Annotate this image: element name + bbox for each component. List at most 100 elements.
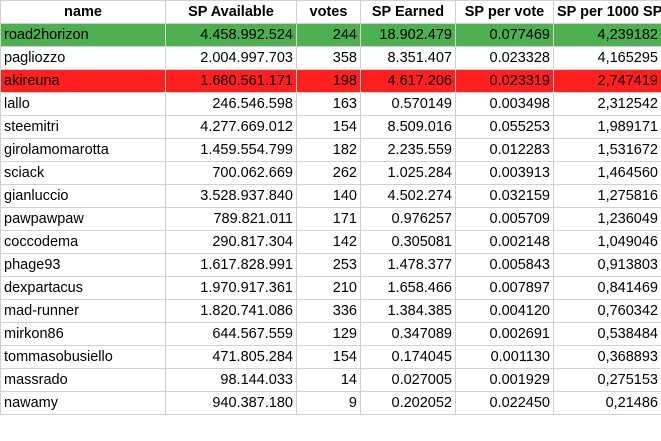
cell-sp-per-vote[interactable]: 0.004120 [455,299,554,323]
header-votes[interactable]: votes [296,0,361,24]
cell-votes[interactable]: 336 [296,299,361,323]
cell-sp-earned[interactable]: 0.174045 [360,345,456,369]
cell-sp-available[interactable]: 4.458.992.524 [165,23,297,47]
cell-sp-per-1000[interactable]: 1,049046 [553,230,661,254]
cell-name[interactable]: nawamy [0,391,166,415]
cell-votes[interactable]: 154 [296,345,361,369]
cell-sp-available[interactable]: 1.970.917.361 [165,276,297,300]
cell-name[interactable]: sciack [0,161,166,185]
cell-sp-per-1000[interactable]: 0,21486 [553,391,661,415]
cell-sp-per-1000[interactable]: 1,989171 [553,115,661,139]
cell-sp-per-vote[interactable]: 0.055253 [455,115,554,139]
cell-sp-earned[interactable]: 4.502.274 [360,184,456,208]
cell-sp-earned[interactable]: 1.478.377 [360,253,456,277]
cell-sp-earned[interactable]: 0.027005 [360,368,456,392]
cell-votes[interactable]: 163 [296,92,361,116]
header-sp-available[interactable]: SP Available [165,0,297,24]
cell-sp-earned[interactable]: 18.902.479 [360,23,456,47]
cell-name[interactable]: coccodema [0,230,166,254]
cell-votes[interactable]: 129 [296,322,361,346]
cell-sp-earned[interactable]: 0.570149 [360,92,456,116]
cell-sp-per-1000[interactable]: 1,236049 [553,207,661,231]
cell-sp-earned[interactable]: 8.351.407 [360,46,456,70]
cell-sp-per-1000[interactable]: 4,165295 [553,46,661,70]
cell-name[interactable]: mirkon86 [0,322,166,346]
cell-name[interactable]: steemitri [0,115,166,139]
cell-sp-per-vote[interactable]: 0.002148 [455,230,554,254]
cell-name[interactable]: pawpawpaw [0,207,166,231]
cell-sp-available[interactable]: 644.567.559 [165,322,297,346]
cell-sp-per-vote[interactable]: 0.023328 [455,46,554,70]
cell-sp-available[interactable]: 1.459.554.799 [165,138,297,162]
cell-sp-per-vote[interactable]: 0.022450 [455,391,554,415]
cell-sp-available[interactable]: 246.546.598 [165,92,297,116]
cell-votes[interactable]: 210 [296,276,361,300]
cell-sp-per-vote[interactable]: 0.005843 [455,253,554,277]
cell-sp-available[interactable]: 4.277.669.012 [165,115,297,139]
cell-sp-per-vote[interactable]: 0.007897 [455,276,554,300]
cell-sp-per-1000[interactable]: 0,841469 [553,276,661,300]
cell-sp-per-1000[interactable]: 1,531672 [553,138,661,162]
cell-sp-earned[interactable]: 1.025.284 [360,161,456,185]
cell-sp-earned[interactable]: 0.202052 [360,391,456,415]
cell-sp-earned[interactable]: 8.509.016 [360,115,456,139]
cell-sp-per-vote[interactable]: 0.003498 [455,92,554,116]
cell-sp-available[interactable]: 1.617.828.991 [165,253,297,277]
cell-sp-per-1000[interactable]: 2,312542 [553,92,661,116]
cell-votes[interactable]: 358 [296,46,361,70]
cell-sp-available[interactable]: 471.805.284 [165,345,297,369]
cell-name[interactable]: lallo [0,92,166,116]
cell-sp-per-vote[interactable]: 0.005709 [455,207,554,231]
cell-sp-earned[interactable]: 0.976257 [360,207,456,231]
cell-sp-per-vote[interactable]: 0.001130 [455,345,554,369]
cell-name[interactable]: pagliozzo [0,46,166,70]
cell-name[interactable]: mad-runner [0,299,166,323]
cell-sp-per-vote[interactable]: 0.032159 [455,184,554,208]
cell-sp-per-1000[interactable]: 0,913803 [553,253,661,277]
cell-sp-available[interactable]: 940.387.180 [165,391,297,415]
cell-name[interactable]: road2horizon [0,23,166,47]
cell-sp-per-1000[interactable]: 0,760342 [553,299,661,323]
cell-sp-per-vote[interactable]: 0.012283 [455,138,554,162]
cell-votes[interactable]: 142 [296,230,361,254]
header-name[interactable]: name [0,0,166,24]
cell-sp-per-1000[interactable]: 0,275153 [553,368,661,392]
cell-sp-available[interactable]: 700.062.669 [165,161,297,185]
cell-name[interactable]: phage93 [0,253,166,277]
cell-sp-earned[interactable]: 1.658.466 [360,276,456,300]
cell-sp-earned[interactable]: 2.235.559 [360,138,456,162]
cell-sp-earned[interactable]: 1.384.385 [360,299,456,323]
cell-sp-earned[interactable]: 4.617.206 [360,69,456,93]
cell-votes[interactable]: 9 [296,391,361,415]
cell-name[interactable]: gianluccio [0,184,166,208]
cell-votes[interactable]: 262 [296,161,361,185]
cell-sp-available[interactable]: 1.680.561.171 [165,69,297,93]
cell-sp-available[interactable]: 789.821.011 [165,207,297,231]
cell-name[interactable]: akireuna [0,69,166,93]
cell-sp-per-1000[interactable]: 1,464560 [553,161,661,185]
cell-votes[interactable]: 140 [296,184,361,208]
cell-sp-per-1000[interactable]: 1,275816 [553,184,661,208]
cell-sp-per-vote[interactable]: 0.077469 [455,23,554,47]
cell-sp-available[interactable]: 3.528.937.840 [165,184,297,208]
header-sp-per-1000[interactable]: SP per 1000 SP [553,0,661,24]
cell-sp-available[interactable]: 2.004.997.703 [165,46,297,70]
cell-sp-per-vote[interactable]: 0.023319 [455,69,554,93]
cell-name[interactable]: massrado [0,368,166,392]
cell-sp-per-1000[interactable]: 4,239182 [553,23,661,47]
cell-name[interactable]: girolamomarotta [0,138,166,162]
cell-votes[interactable]: 244 [296,23,361,47]
cell-votes[interactable]: 253 [296,253,361,277]
cell-sp-available[interactable]: 290.817.304 [165,230,297,254]
header-sp-earned[interactable]: SP Earned [360,0,456,24]
cell-sp-per-1000[interactable]: 0,368893 [553,345,661,369]
header-sp-per-vote[interactable]: SP per vote [455,0,554,24]
cell-sp-earned[interactable]: 0.305081 [360,230,456,254]
cell-sp-available[interactable]: 98.144.033 [165,368,297,392]
cell-sp-per-1000[interactable]: 2,747419 [553,69,661,93]
cell-sp-per-vote[interactable]: 0.003913 [455,161,554,185]
cell-votes[interactable]: 198 [296,69,361,93]
cell-sp-per-vote[interactable]: 0.002691 [455,322,554,346]
cell-votes[interactable]: 171 [296,207,361,231]
cell-name[interactable]: dexpartacus [0,276,166,300]
